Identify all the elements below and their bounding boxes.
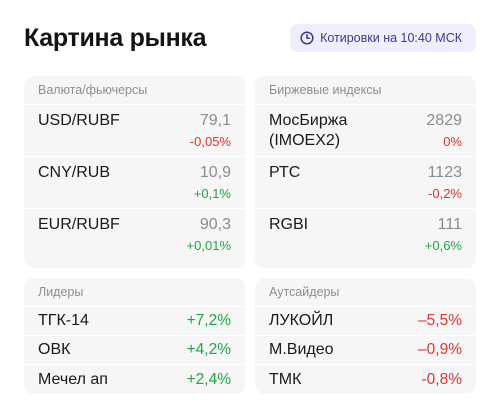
- stock-name: ОВК: [38, 341, 71, 358]
- stock-change: -0,8%: [421, 370, 463, 388]
- instrument-change: -0,2%: [428, 186, 462, 201]
- stock-name: Мечел ап: [38, 370, 108, 388]
- instrument-change: +0,01%: [186, 238, 231, 253]
- stock-name: ТМК: [269, 370, 302, 388]
- instrument-price: 2829: [426, 112, 462, 129]
- currency-futures-card: Валюта/фьючерсы USD/RUBF 79,1 -0,05% CNY…: [24, 76, 245, 268]
- leader-row[interactable]: ТГК-14 +7,2%: [24, 307, 245, 336]
- outsider-row[interactable]: М.Видео –0,9%: [255, 336, 476, 365]
- stock-indices-card: Биржевые индексы МосБиржа (IMOEX2) 2829 …: [255, 76, 476, 268]
- instrument-change: +0,1%: [193, 186, 231, 201]
- quote-row[interactable]: RGBI 111 +0,6%: [255, 209, 476, 261]
- quotes-time-label: Котировки на 10:40 МСК: [320, 31, 462, 45]
- instrument-name: EUR/RUBF: [38, 216, 120, 233]
- outsider-row[interactable]: ЛУКОЙЛ –5,5%: [255, 307, 476, 336]
- instrument-price: 10,9: [199, 164, 231, 181]
- stock-name: ТГК-14: [38, 312, 89, 329]
- instrument-price: 1123: [427, 164, 462, 181]
- outsider-row[interactable]: ТМК -0,8%: [255, 365, 476, 394]
- instrument-change: +0,6%: [424, 238, 462, 253]
- instrument-price: 90,3: [199, 216, 231, 233]
- quote-row[interactable]: МосБиржа (IMOEX2) 2829 0%: [255, 105, 476, 157]
- instrument-change: -0,05%: [189, 134, 231, 149]
- stock-change: –5,5%: [418, 312, 462, 329]
- instrument-name: RGBI: [269, 216, 309, 233]
- instrument-name: РТС: [269, 164, 301, 181]
- stock-change: +7,2%: [186, 312, 231, 329]
- stock-change: +2,4%: [186, 370, 231, 388]
- card-header: Лидеры: [24, 278, 245, 307]
- instrument-price: 111: [437, 216, 462, 233]
- card-header: Биржевые индексы: [255, 76, 476, 105]
- card-header: Аутсайдеры: [255, 278, 476, 307]
- instrument-name: МосБиржа (IMOEX2): [269, 112, 348, 149]
- stock-change: –0,9%: [418, 341, 462, 358]
- outsiders-card: Аутсайдеры ЛУКОЙЛ –5,5% М.Видео –0,9% ТМ…: [255, 278, 476, 394]
- quotes-time-badge: Котировки на 10:40 МСК: [290, 24, 476, 52]
- page-title: Картина рынка: [24, 24, 207, 52]
- quote-row[interactable]: USD/RUBF 79,1 -0,05%: [24, 105, 245, 157]
- leader-row[interactable]: ОВК +4,2%: [24, 336, 245, 365]
- quote-row[interactable]: EUR/RUBF 90,3 +0,01%: [24, 209, 245, 261]
- quote-row[interactable]: РТС 1123 -0,2%: [255, 157, 476, 209]
- stock-name: М.Видео: [269, 341, 334, 358]
- card-header: Валюта/фьючерсы: [24, 76, 245, 105]
- leader-row[interactable]: Мечел ап +2,4%: [24, 365, 245, 394]
- leaders-card: Лидеры ТГК-14 +7,2% ОВК +4,2% Мечел ап +…: [24, 278, 245, 394]
- instrument-name: CNY/RUB: [38, 164, 111, 181]
- instrument-change: 0%: [443, 134, 462, 149]
- quote-row[interactable]: CNY/RUB 10,9 +0,1%: [24, 157, 245, 209]
- stock-change: +4,2%: [186, 341, 231, 358]
- instrument-name: USD/RUBF: [38, 112, 120, 129]
- clock-icon: [300, 31, 314, 45]
- instrument-price: 79,1: [199, 112, 231, 129]
- stock-name: ЛУКОЙЛ: [269, 312, 334, 329]
